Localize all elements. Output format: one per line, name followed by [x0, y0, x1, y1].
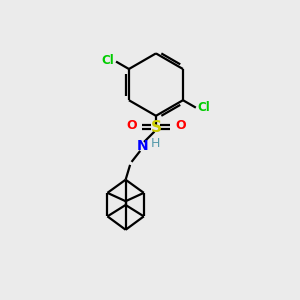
Text: S: S: [150, 120, 161, 135]
Text: N: N: [137, 139, 148, 152]
Text: O: O: [126, 119, 137, 132]
Text: Cl: Cl: [101, 54, 114, 67]
Text: Cl: Cl: [198, 101, 211, 114]
Text: O: O: [175, 119, 186, 132]
Text: H: H: [150, 137, 160, 150]
